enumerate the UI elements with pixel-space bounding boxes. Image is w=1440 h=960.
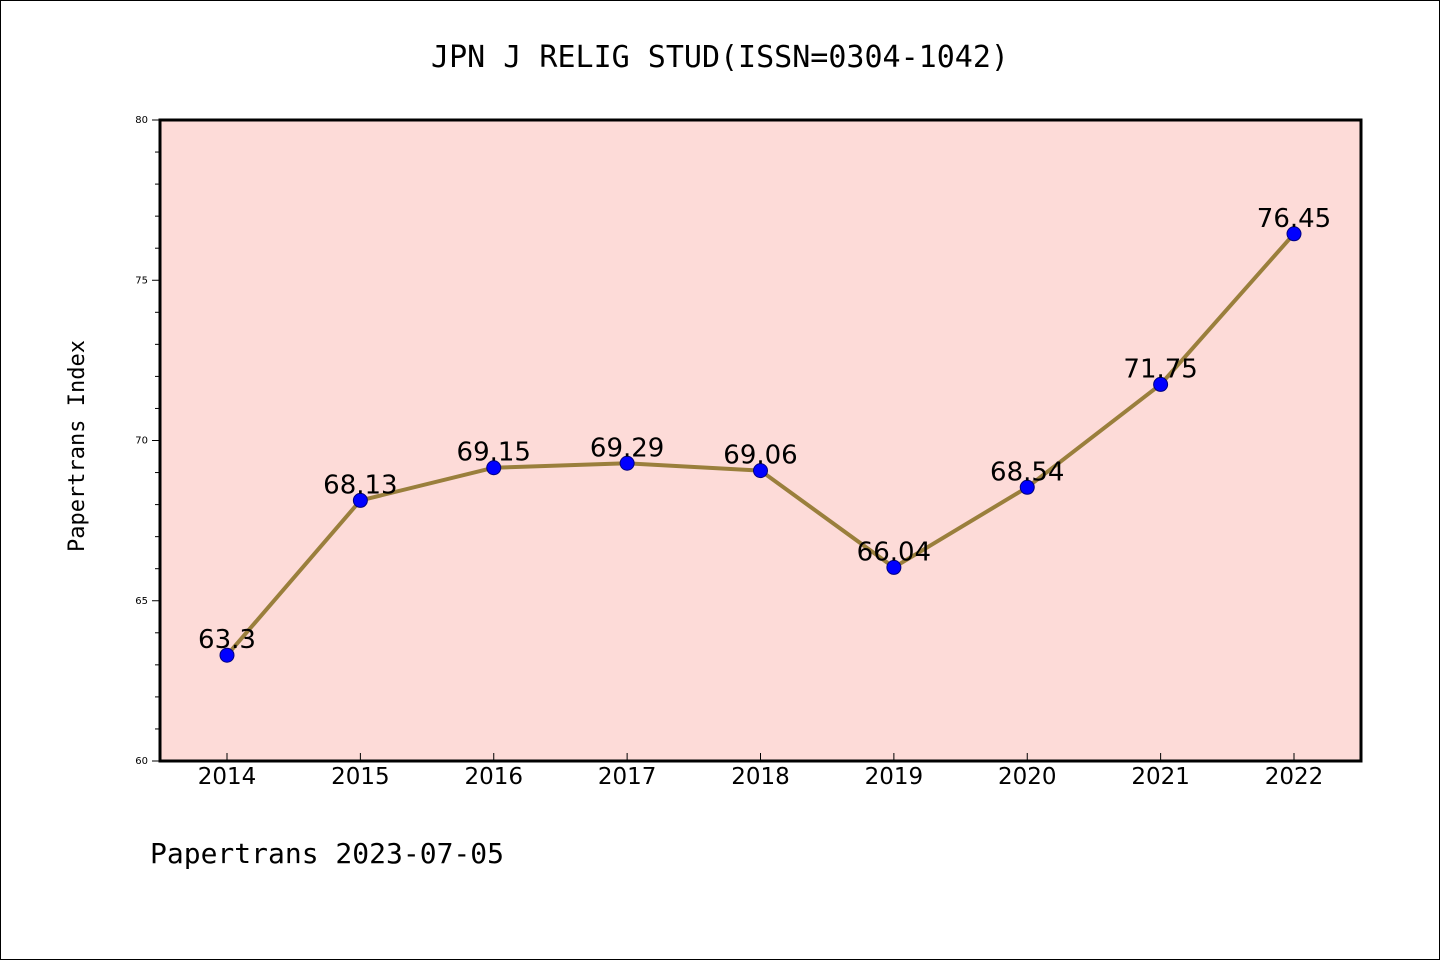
x-tick-label: 2022 <box>1265 764 1324 790</box>
plot-area <box>160 120 1361 761</box>
x-tick-label: 2014 <box>198 764 257 790</box>
data-point <box>352 492 368 508</box>
x-tick-label: 2018 <box>731 764 790 790</box>
data-label: 76.45 <box>1257 204 1331 234</box>
data-points <box>219 226 1302 663</box>
data-label: 69.29 <box>590 433 664 463</box>
data-point <box>1019 479 1035 495</box>
y-tick-label: 75 <box>135 275 148 286</box>
data-label: 63.3 <box>198 625 256 655</box>
x-tick-label: 2020 <box>998 764 1057 790</box>
data-point <box>1153 376 1169 392</box>
x-tick-label: 2019 <box>865 764 924 790</box>
y-tick-label: 80 <box>135 115 148 126</box>
y-tick-label: 70 <box>135 436 148 447</box>
data-label: 69.15 <box>457 438 531 468</box>
data-point <box>619 455 635 471</box>
data-point <box>219 647 235 663</box>
data-label: 68.54 <box>990 457 1064 487</box>
data-label: 66.04 <box>857 537 931 567</box>
y-tick-label: 60 <box>135 756 148 767</box>
data-labels: 63.3 68.13 69.15 69.29 69.06 66.04 68.54 71.75 7… <box>198 204 1331 655</box>
data-point <box>753 463 768 479</box>
x-tick-label: 2021 <box>1131 764 1190 790</box>
x-axis-tick-labels: 2014 2015 2016 2017 2018 2019 2020 2021 2022 <box>198 764 1324 790</box>
x-tick-label: 2015 <box>331 764 390 790</box>
chart-title: JPN J RELIG STUD(ISSN=0304-1042) <box>431 40 1009 75</box>
x-tick-label: 2016 <box>464 764 523 790</box>
y-tick-label: 65 <box>135 596 148 607</box>
y-axis-label: Papertrans Index <box>65 340 90 552</box>
data-point <box>1286 226 1302 242</box>
y-axis-tick-labels: 60 65 70 75 80 <box>135 115 148 767</box>
data-label: 71.75 <box>1123 354 1197 384</box>
data-label: 68.13 <box>323 470 397 500</box>
footer-date: Papertrans 2023-07-05 <box>150 837 504 870</box>
x-tick-label: 2017 <box>598 764 657 790</box>
plot-border <box>158 118 1363 763</box>
data-point <box>486 460 502 476</box>
data-label: 69.06 <box>723 441 797 471</box>
data-point <box>886 559 902 575</box>
